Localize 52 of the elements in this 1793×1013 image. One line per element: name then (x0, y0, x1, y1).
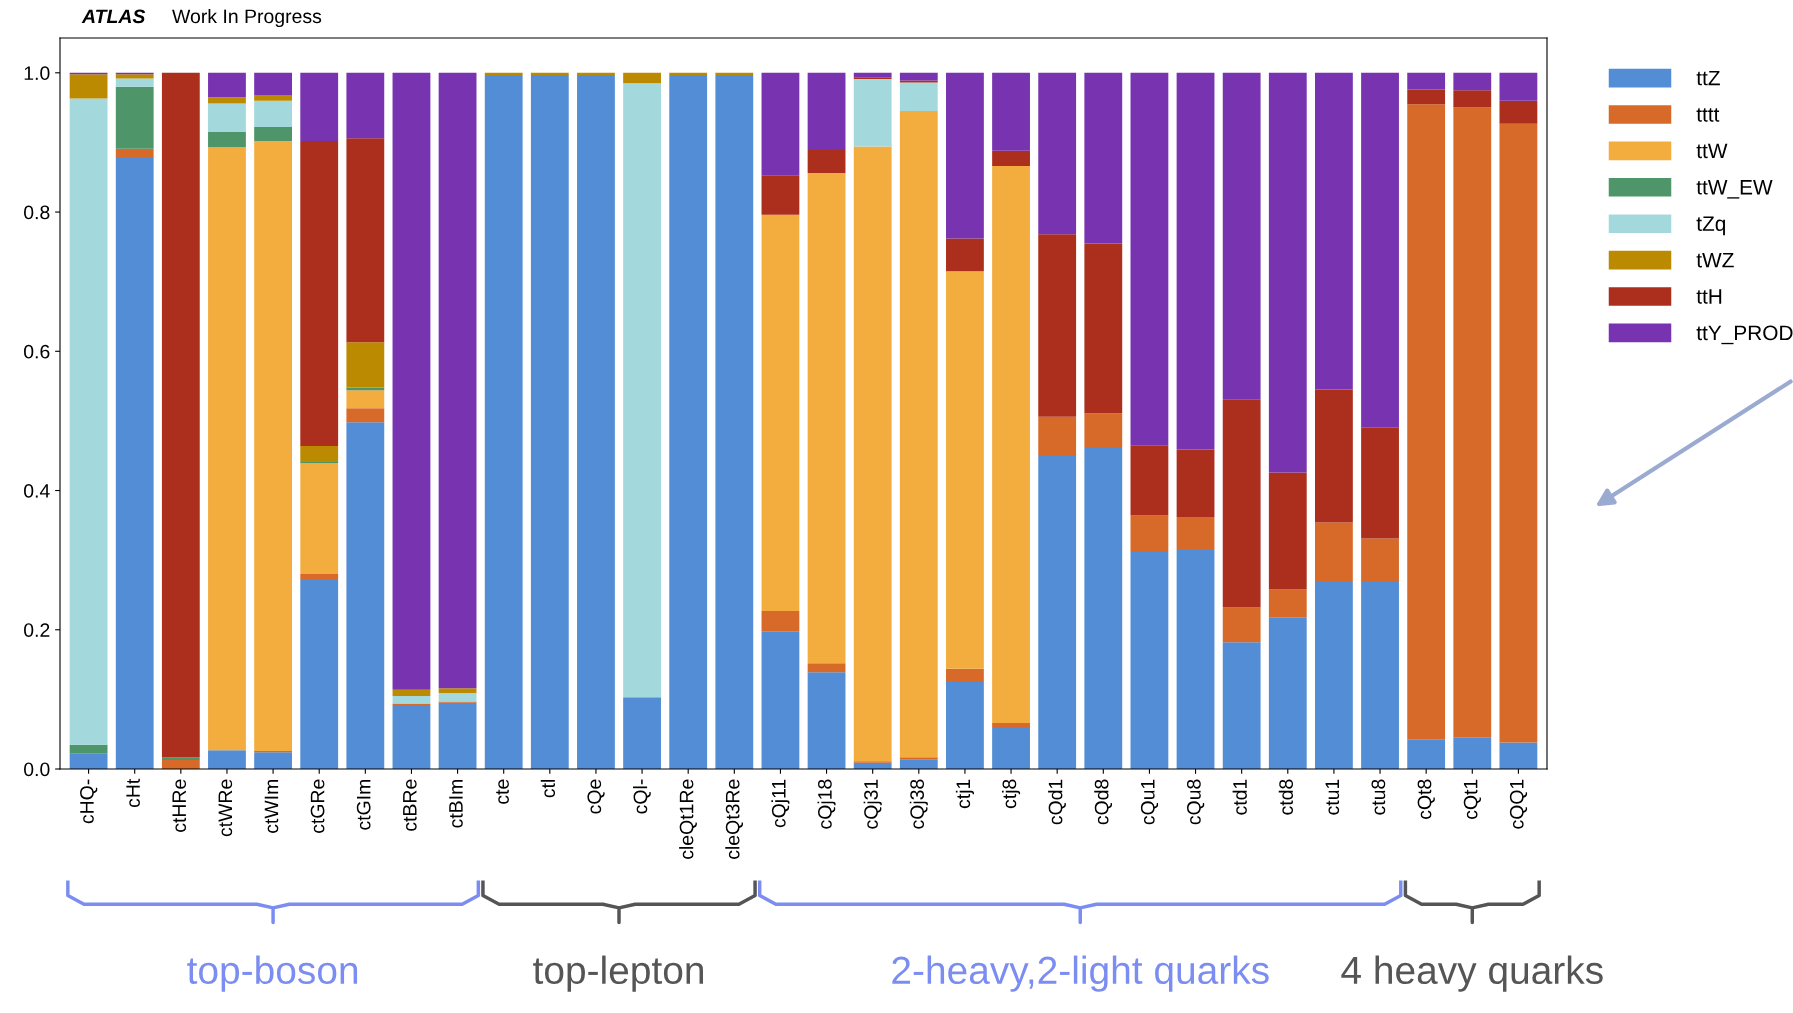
chart-title: ATLAS (81, 9, 146, 24)
y-tick-label: 0.4 (24, 483, 50, 498)
x-tick-label: cHt (126, 778, 140, 808)
x-tick-label: cQQ1 (1509, 779, 1528, 829)
x-tick-label: cQt8 (1417, 779, 1435, 819)
legend-label: ttZ (1696, 70, 1720, 86)
legend-label: tZq (1696, 216, 1726, 236)
x-tick-label: cQe (587, 779, 605, 814)
x-tick-label: ctWRe (218, 779, 233, 837)
x-tick-label: ctHRe (172, 779, 187, 832)
x-tick-label: cQj11 (771, 779, 790, 828)
x-tick-label: ctd8 (1278, 779, 1294, 815)
x-tick-label: ctj8 (1001, 779, 1021, 809)
x-tick-label: cQu8 (1186, 779, 1205, 825)
x-tick-label: ctGIm (356, 780, 371, 830)
x-tick-label: ctu8 (1371, 779, 1386, 815)
x-tick-label: cHQ- (80, 779, 98, 824)
x-tick-label: cQl- (633, 779, 651, 814)
x-tick-label: ctBIm (449, 780, 463, 828)
x-tick-label: cleQt1Re (679, 779, 697, 859)
legend-label: ttH (1696, 289, 1722, 304)
text: top-lepton (533, 955, 703, 992)
legend-label: ttW (1696, 143, 1728, 159)
x-tick-label: cte (496, 779, 509, 804)
x-tick-label: cQj38 (909, 779, 928, 829)
x-tick-label: ctGRe (310, 779, 325, 833)
x-tick-label: ctu1 (1325, 779, 1340, 815)
text: 2-heavy,2-light quarks (892, 955, 1269, 992)
x-tick-label: ctj1 (955, 779, 974, 809)
legend-label: tWZ (1696, 252, 1734, 268)
x-tick-label: ctWIm (264, 780, 279, 833)
y-tick-label: 1.0 (24, 66, 50, 81)
x-tick-label: cleQt3Re (725, 779, 744, 859)
legend-label: ttY_PROD (1696, 325, 1793, 345)
y-tick-label: 0.0 (24, 762, 50, 777)
x-tick-label: cQj18 (817, 779, 836, 829)
y-tick-label: 0.2 (24, 623, 50, 637)
legend-label: tttt (1696, 108, 1720, 122)
x-tick-label: cQd1 (1048, 779, 1066, 825)
x-tick-label: ctl (540, 780, 556, 798)
x-tick-label: cQu1 (1140, 779, 1159, 825)
legend-label: ttW_EW (1696, 180, 1773, 199)
x-tick-label: cQj31 (863, 779, 882, 829)
x-tick-label: cQt1 (1463, 779, 1481, 819)
text: 4 heavy quarks (1341, 955, 1603, 992)
y-tick-label: 0.8 (24, 205, 50, 220)
x-tick-label: ctd1 (1232, 779, 1247, 815)
text: top-boson (187, 955, 358, 992)
chart-subtitle: Work In Progress (172, 8, 322, 28)
x-tick-label: ctBRe (403, 779, 417, 831)
y-tick-label: 0.6 (24, 344, 50, 359)
x-tick-label: cQd8 (1094, 779, 1112, 825)
